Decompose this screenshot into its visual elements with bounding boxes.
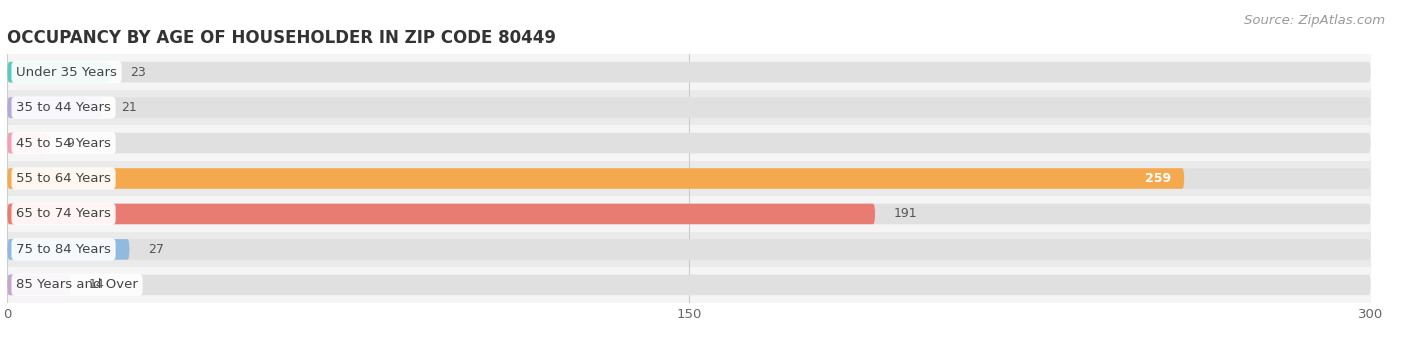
FancyBboxPatch shape (7, 133, 1371, 153)
Text: 14: 14 (89, 278, 104, 291)
Text: 27: 27 (148, 243, 165, 256)
Bar (7, 267, 1371, 303)
FancyBboxPatch shape (7, 275, 1371, 295)
Text: 191: 191 (894, 207, 917, 220)
Bar (7, 54, 1371, 90)
FancyBboxPatch shape (7, 97, 1371, 118)
FancyBboxPatch shape (7, 62, 1371, 82)
Text: 23: 23 (129, 66, 146, 79)
FancyBboxPatch shape (7, 168, 1184, 189)
FancyBboxPatch shape (7, 204, 1371, 224)
FancyBboxPatch shape (7, 97, 103, 118)
Text: Source: ZipAtlas.com: Source: ZipAtlas.com (1244, 14, 1385, 27)
Text: 45 to 54 Years: 45 to 54 Years (15, 137, 111, 150)
Bar (7, 90, 1371, 125)
Text: Under 35 Years: Under 35 Years (15, 66, 117, 79)
FancyBboxPatch shape (7, 239, 129, 260)
FancyBboxPatch shape (7, 239, 1371, 260)
FancyBboxPatch shape (7, 62, 111, 82)
Text: 75 to 84 Years: 75 to 84 Years (15, 243, 111, 256)
Text: 65 to 74 Years: 65 to 74 Years (15, 207, 111, 220)
Text: 35 to 44 Years: 35 to 44 Years (15, 101, 111, 114)
Text: 55 to 64 Years: 55 to 64 Years (15, 172, 111, 185)
Bar (7, 161, 1371, 196)
Text: 9: 9 (66, 137, 75, 150)
FancyBboxPatch shape (7, 275, 70, 295)
Bar (7, 232, 1371, 267)
FancyBboxPatch shape (7, 133, 48, 153)
Bar (7, 196, 1371, 232)
FancyBboxPatch shape (7, 204, 876, 224)
Text: OCCUPANCY BY AGE OF HOUSEHOLDER IN ZIP CODE 80449: OCCUPANCY BY AGE OF HOUSEHOLDER IN ZIP C… (7, 29, 555, 47)
Bar (7, 125, 1371, 161)
FancyBboxPatch shape (7, 168, 1371, 189)
Text: 21: 21 (121, 101, 136, 114)
Text: 85 Years and Over: 85 Years and Over (15, 278, 138, 291)
Text: 259: 259 (1144, 172, 1171, 185)
